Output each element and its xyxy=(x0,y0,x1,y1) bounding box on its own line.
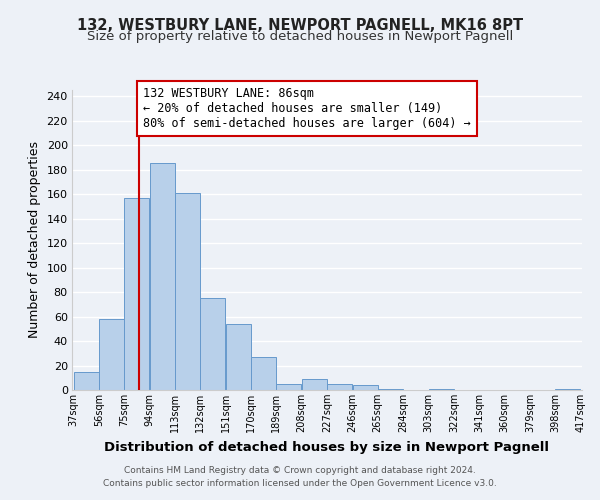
Bar xyxy=(226,324,251,390)
Bar xyxy=(277,384,301,390)
Bar xyxy=(378,389,403,390)
Bar xyxy=(251,357,276,390)
Bar xyxy=(74,372,98,390)
Text: 132 WESTBURY LANE: 86sqm
← 20% of detached houses are smaller (149)
80% of semi-: 132 WESTBURY LANE: 86sqm ← 20% of detach… xyxy=(143,87,471,130)
Bar xyxy=(556,389,580,390)
Text: 132, WESTBURY LANE, NEWPORT PAGNELL, MK16 8PT: 132, WESTBURY LANE, NEWPORT PAGNELL, MK1… xyxy=(77,18,523,32)
Bar xyxy=(175,193,200,390)
Bar xyxy=(200,298,226,390)
X-axis label: Distribution of detached houses by size in Newport Pagnell: Distribution of detached houses by size … xyxy=(104,440,550,454)
Y-axis label: Number of detached properties: Number of detached properties xyxy=(28,142,41,338)
Bar xyxy=(353,385,377,390)
Bar xyxy=(428,389,454,390)
Text: Size of property relative to detached houses in Newport Pagnell: Size of property relative to detached ho… xyxy=(87,30,513,43)
Bar xyxy=(124,198,149,390)
Bar xyxy=(302,379,327,390)
Text: Contains HM Land Registry data © Crown copyright and database right 2024.
Contai: Contains HM Land Registry data © Crown c… xyxy=(103,466,497,487)
Bar xyxy=(149,164,175,390)
Bar xyxy=(99,319,124,390)
Bar xyxy=(327,384,352,390)
